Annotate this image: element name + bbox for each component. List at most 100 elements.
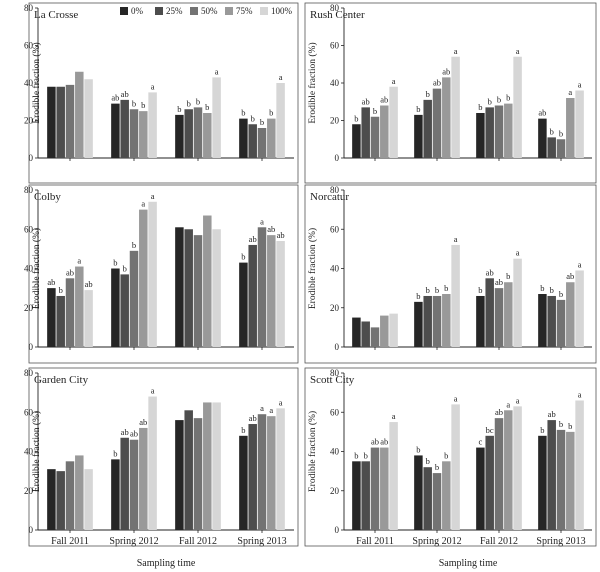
x-axis-label: Sampling time	[137, 558, 196, 569]
bar-50pct	[556, 139, 566, 158]
panel-la-crosse: La Crosse 0 20 40 60 80 Erodible fraction (%) a…	[24, 2, 299, 184]
bar-100pct	[212, 402, 221, 530]
bar-0pct	[175, 420, 184, 530]
bar-75pct	[203, 215, 212, 347]
bar-0pct	[111, 268, 120, 347]
significance-label: b	[550, 285, 554, 295]
bar-100pct	[389, 86, 398, 158]
bar-75pct	[139, 427, 148, 530]
significance-label: a	[260, 403, 264, 413]
y-tick-label: 40	[24, 264, 34, 274]
y-tick-label: 40	[330, 78, 340, 88]
bar-75pct	[380, 105, 389, 158]
bar-0pct	[239, 118, 248, 158]
panel-frame	[304, 184, 597, 364]
bar-50pct	[370, 447, 380, 530]
legend-swatch	[190, 7, 198, 15]
category-label: Fall 2012	[480, 536, 518, 547]
panel-frame	[28, 367, 299, 547]
significance-label: a	[260, 216, 264, 226]
bar-75pct	[504, 410, 513, 530]
bar-25pct	[423, 295, 432, 347]
y-tick-label: 20	[24, 303, 34, 313]
bar-0pct	[352, 461, 361, 530]
significance-label: b	[559, 419, 563, 429]
significance-label: b	[205, 102, 209, 112]
bar-25pct	[120, 437, 129, 530]
bar-75pct	[380, 315, 389, 347]
significance-label: a	[392, 411, 396, 421]
legend-entry: 25%	[166, 6, 183, 16]
bar-100pct	[276, 241, 285, 347]
panel-frame	[28, 2, 299, 184]
bar-50pct	[129, 439, 139, 530]
significance-label: b	[416, 444, 420, 454]
y-tick-label: 0	[29, 153, 34, 163]
significance-label: b	[269, 108, 273, 118]
bar-50pct	[65, 84, 75, 158]
bar-25pct	[547, 420, 556, 530]
significance-label: ab	[267, 224, 275, 234]
y-tick-label: 40	[330, 264, 340, 274]
bar-0pct	[476, 113, 485, 158]
significance-label: b	[373, 106, 377, 116]
significance-label: b	[435, 462, 439, 472]
significance-label: b	[506, 271, 510, 281]
significance-label: a	[578, 389, 582, 399]
significance-label: a	[269, 405, 273, 415]
bar-25pct	[120, 274, 129, 347]
significance-label: b	[559, 289, 563, 299]
bar-25pct	[56, 295, 65, 347]
panel-garden-city: Garden City 0 20 40 60 80 Erodible fraction (%…	[24, 367, 299, 569]
significance-label: ab	[380, 437, 388, 447]
bar-0pct	[538, 435, 547, 530]
significance-label: b	[416, 104, 420, 114]
legend-swatch	[155, 7, 163, 15]
panel-frame	[28, 184, 299, 364]
significance-label: a	[568, 87, 572, 97]
bar-0pct	[47, 86, 56, 158]
bar-75pct	[504, 103, 513, 158]
bar-0pct	[111, 459, 120, 530]
bar-100pct	[389, 313, 398, 347]
bar-25pct	[485, 278, 494, 347]
bar-50pct	[65, 461, 75, 530]
significance-label: ab	[139, 417, 147, 427]
y-tick-label: 60	[330, 407, 340, 417]
significance-label: b	[426, 285, 430, 295]
y-tick-label: 80	[330, 185, 340, 195]
y-tick-label: 80	[330, 368, 340, 378]
significance-label: a	[578, 259, 582, 269]
significance-label: ab	[66, 267, 74, 277]
bar-75pct	[203, 113, 212, 158]
bar-75pct	[566, 98, 575, 158]
bar-25pct	[184, 229, 193, 347]
bar-100pct	[84, 79, 93, 158]
bar-50pct	[494, 288, 504, 347]
bar-75pct	[75, 455, 84, 530]
y-tick-label: 0	[335, 342, 340, 352]
bar-100pct	[148, 396, 157, 530]
significance-label: b	[251, 113, 255, 123]
y-tick-label: 40	[24, 447, 34, 457]
bar-0pct	[239, 262, 248, 347]
bar-25pct	[547, 295, 556, 347]
legend-entry: 0%	[131, 6, 144, 16]
bar-50pct	[129, 250, 139, 347]
significance-label: a	[215, 66, 219, 76]
y-axis-label: Erodible fraction (%)	[31, 411, 42, 492]
significance-label: a	[279, 397, 283, 407]
significance-label: ab	[362, 96, 370, 106]
bar-50pct	[129, 109, 139, 158]
significance-label: b	[478, 102, 482, 112]
significance-label: a	[516, 46, 520, 56]
bar-25pct	[56, 86, 65, 158]
significance-label: b	[241, 252, 245, 262]
significance-label: b	[241, 425, 245, 435]
y-tick-label: 60	[24, 41, 34, 51]
panel-title: Rush Center	[310, 9, 365, 21]
significance-label: b	[435, 285, 439, 295]
significance-label: ab	[371, 437, 379, 447]
